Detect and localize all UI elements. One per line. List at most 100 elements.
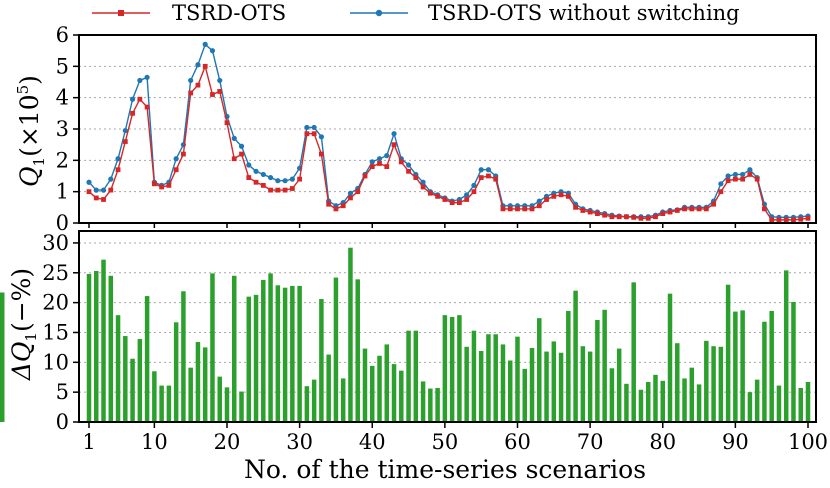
point-blue-27 [275,178,281,184]
point-blue-7 [129,96,136,102]
bar-3 [101,259,106,422]
bottom-xtick-label-10: 10 [141,430,168,454]
top-ytick-label-0: 0 [56,211,69,235]
point-red-74 [616,214,622,220]
point-blue-26 [267,174,274,181]
bar-8 [137,339,143,422]
bar-89 [725,284,731,422]
bar-undefined [0,322,5,422]
point-red-73 [609,214,615,220]
bar-25 [261,279,266,422]
bar-9 [144,296,150,422]
bar-98 [791,302,796,422]
bar-73 [609,368,615,422]
point-red-20 [224,120,230,126]
point-red-58 [500,206,506,212]
bar-87 [711,346,716,422]
bar-78 [645,382,651,422]
point-red-79 [653,214,658,220]
bar-74 [616,348,622,422]
point-red-47 [420,184,426,190]
point-blue-13 [173,156,179,162]
bar-37 [348,247,353,422]
bottom-xtick-label-1: 1 [82,430,95,454]
bottom-xtick-label-80: 80 [649,430,676,454]
bar-64 [544,351,549,422]
bar-90 [733,311,738,422]
point-red-17 [202,63,208,69]
point-red-4 [108,187,114,193]
point-red-27 [275,187,281,193]
bar-67 [566,310,571,422]
bar-49 [435,387,440,422]
point-blue-28 [282,178,288,184]
series-tsrd-ots [86,63,811,223]
point-red-41 [377,161,382,166]
point-red-19 [217,89,223,94]
point-red-89 [725,178,731,184]
bar-14 [181,291,186,422]
point-blue-19 [217,77,223,84]
point-red-100 [805,215,811,221]
point-red-52 [456,200,462,206]
top-ytick-label-6: 6 [56,23,69,47]
bar-32 [311,379,317,422]
legend-entry-without-switching: TSRD-OTS without switching [350,1,740,25]
point-blue-41 [376,156,383,162]
point-red-12 [166,183,172,188]
point-red-39 [362,173,368,179]
point-red-91 [740,176,746,182]
point-blue-47 [420,179,426,185]
bottom-xtick-label-20: 20 [214,430,241,454]
point-red-65 [551,193,557,199]
point-blue-16 [195,62,201,68]
bar-85 [696,384,702,422]
point-blue-25 [260,171,266,178]
point-blue-40 [369,159,375,165]
point-red-99 [798,216,804,222]
bar-79 [653,374,658,422]
bar-93 [754,379,760,422]
series-line-0 [88,64,809,221]
bar-35 [333,277,339,422]
point-blue-31 [304,124,310,131]
point-red-59 [507,206,513,212]
point-red-2 [93,195,99,201]
bottom-xtick-label-100: 100 [788,430,828,454]
point-red-95 [769,217,775,223]
bar-69 [580,346,586,422]
point-red-24 [253,179,259,185]
bar-5 [115,315,121,422]
point-red-16 [195,82,201,88]
bar-7 [130,358,135,422]
bar-28 [282,287,288,422]
point-blue-91 [740,171,746,178]
bar-43 [391,364,397,422]
bar-81 [667,293,673,422]
point-red-7 [130,110,135,116]
bar-50 [442,315,448,422]
bar-65 [551,341,557,422]
top-ytick-label-2: 2 [56,148,69,172]
point-red-30 [297,176,303,182]
point-red-84 [689,206,695,212]
point-red-1 [86,189,92,195]
bar-41 [377,355,382,422]
bar-12 [166,385,172,422]
point-red-22 [239,151,244,157]
point-blue-22 [238,143,245,149]
point-red-64 [544,197,549,202]
point-red-56 [486,173,491,179]
point-red-77 [638,215,644,221]
bottom-xtick-label-60: 60 [504,430,531,454]
bar-2 [94,270,99,422]
bar-56 [486,334,491,422]
bottom-xtick-label-40: 40 [359,430,386,454]
series-line-1 [88,43,809,219]
bar-17 [202,347,208,422]
bar-21 [232,275,237,422]
point-red-81 [667,209,673,215]
bottom-panel: 0 5 10 15 20 25 30 1 10 20 30 40 50 60 70 80 90 100 ΔQ1(… [0,230,828,484]
point-red-69 [580,208,586,213]
